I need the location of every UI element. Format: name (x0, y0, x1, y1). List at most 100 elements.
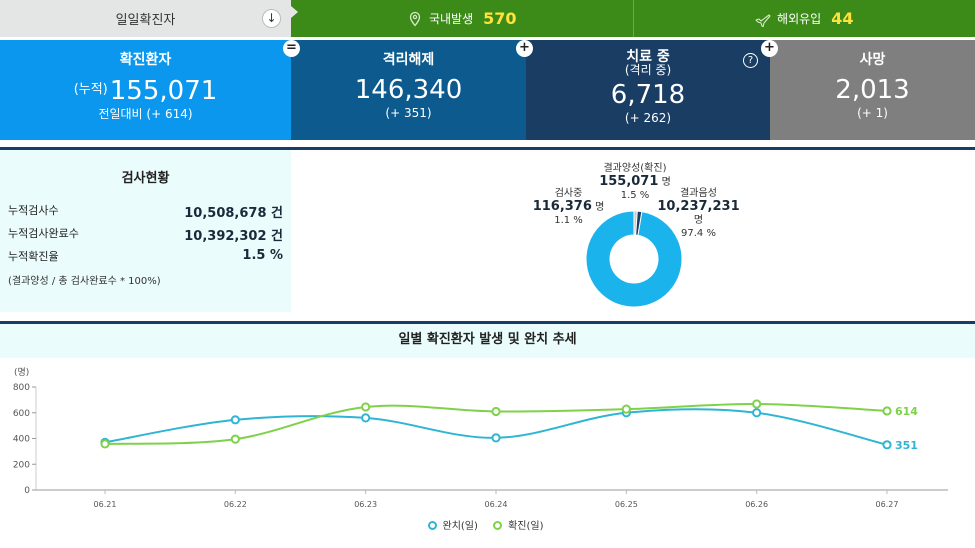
test-row-value: 10,392,302 건 (184, 229, 283, 244)
legend-item-released[interactable]: 완치(일) (427, 521, 482, 532)
testing-label-block: 검사중 116,376 명 1.1 % (531, 187, 606, 227)
treating-box: 치료 중 (격리 중) 6,718 (+ 262) ? (526, 40, 770, 140)
data-point (491, 406, 501, 417)
testing-value: 116,376 (532, 199, 592, 214)
end-data-label: 351 (895, 439, 918, 452)
legend-marker (493, 521, 503, 530)
down-arrow-icon[interactable]: ↓ (262, 9, 281, 28)
negative-label: 결과음성 (680, 188, 717, 199)
y-tick-label: 800 (13, 383, 30, 393)
trend-title: 일별 확진환자 발생 및 완치 추세 (0, 324, 975, 358)
y-tick-label: 0 (24, 486, 30, 496)
equals-icon: = (283, 40, 300, 57)
test-result-donut: 결과양성(확진) 155,071 명 1.5 % 검사중 116,376 명 1… (291, 150, 975, 312)
legend-confirmed-label: 확진(일) (508, 521, 544, 532)
map-pin-icon (409, 11, 421, 26)
donut-slice-negative (585, 210, 683, 308)
deaths-box: 사망 2,013 (+ 1) (770, 40, 975, 140)
x-tick-label: 06.25 (615, 500, 638, 509)
testing-label: 검사중 (554, 188, 583, 199)
y-tick-label: 200 (13, 460, 30, 470)
positive-label: 결과양성(확진) (603, 163, 667, 174)
confirmed-label: 확진환자 (119, 52, 172, 68)
data-point (230, 434, 240, 444)
donut-slice-positive (635, 210, 643, 236)
confirmed-value: 155,071 (109, 76, 218, 106)
y-tick-label: 400 (13, 435, 30, 445)
data-point (882, 440, 892, 450)
test-status-title: 검사현황 (121, 171, 170, 186)
positive-value: 155,071 (599, 174, 659, 189)
end-data-label: 614 (895, 405, 918, 418)
confirmed-prefix: (누적) (73, 82, 108, 97)
legend-item-confirmed[interactable]: 확진(일) (493, 521, 547, 532)
tab-pointer (291, 6, 298, 18)
legend-released-label: 완치(일) (442, 521, 478, 532)
x-tick-label: 06.23 (354, 500, 377, 509)
legend-marker (427, 521, 437, 530)
daily-topbar: 일일확진자 ↓ 국내발생 570 해외유입 44 (0, 0, 975, 37)
daily-cases-tab[interactable]: 일일확진자 ↓ (0, 0, 291, 37)
data-point (491, 433, 501, 443)
data-point (621, 404, 631, 414)
x-tick-label: 06.21 (94, 500, 117, 509)
released-change: (+ 351) (385, 106, 432, 120)
status-summary: 확진환자 (누적)155,071 전일대비 (+ 614) 격리해제 146,3… (0, 40, 975, 140)
test-row: 누적확진율 1.5 % (8, 248, 283, 264)
data-point (752, 399, 762, 409)
airplane-icon (755, 13, 771, 27)
treating-value: 6,718 (610, 80, 686, 110)
released-value: 146,340 (354, 75, 463, 105)
test-row: 누적검사완료수 10,392,302 건 (8, 225, 283, 244)
testing-unit: 명 (595, 202, 605, 213)
x-tick-label: 06.24 (485, 500, 508, 509)
chart-legend: 완치(일) 확진(일) (0, 517, 975, 532)
deaths-change: (+ 1) (857, 106, 888, 120)
data-point (752, 408, 762, 418)
deaths-value: 2,013 (835, 75, 910, 105)
daily-breakdown: 국내발생 570 해외유입 44 (291, 0, 975, 37)
negative-pct: 97.4 % (681, 228, 716, 239)
positive-pct: 1.5 % (620, 190, 650, 201)
imported-cases: 해외유입 44 (632, 0, 975, 37)
positive-rate-note: (결과양성 / 총 검사완료수 * 100%) (8, 276, 161, 287)
data-point (361, 402, 371, 412)
data-point (100, 439, 110, 449)
test-row-label: 누적검사완료수 (8, 227, 79, 240)
plus-icon: + (761, 40, 778, 57)
section-divider (0, 321, 975, 324)
test-row-label: 누적확진율 (8, 250, 59, 263)
help-icon[interactable]: ? (743, 53, 758, 68)
treating-label: 치료 중 (626, 49, 670, 65)
trend-line-chart: (명) 0 200 400 600 800 06.21 06.22 06.23 06.24 06.2… (13, 367, 948, 509)
y-tick-label: 600 (13, 409, 30, 419)
confirmed-box: 확진환자 (누적)155,071 전일대비 (+ 614) (0, 40, 291, 140)
test-row-label: 누적검사수 (8, 204, 59, 217)
testing-pct: 1.1 % (554, 215, 583, 226)
x-tick-label: 06.26 (745, 500, 768, 509)
x-tick-label: 06.27 (876, 500, 899, 509)
test-row: 누적검사수 10,508,678 건 (8, 202, 283, 221)
donut-chart (585, 210, 683, 308)
imported-label: 해외유입 (777, 12, 822, 26)
treating-label-sub: (격리 중) (624, 63, 672, 77)
confirmed-total: (누적)155,071 (0, 74, 291, 107)
positive-unit: 명 (661, 177, 671, 188)
section-divider (0, 147, 975, 150)
domestic-cases: 국내발생 570 (291, 0, 633, 37)
data-point (882, 406, 892, 416)
plus-icon: + (516, 40, 533, 57)
test-status-panel: 검사현황 누적검사수 10,508,678 건 누적검사완료수 10,392,3… (0, 150, 291, 312)
domestic-value: 570 (483, 9, 517, 28)
daily-cases-label: 일일확진자 (115, 13, 176, 28)
negative-label-block: 결과음성 10,237,231 명 97.4 % (656, 187, 741, 240)
data-point (230, 415, 240, 425)
x-tick-label: 06.22 (224, 500, 247, 509)
deaths-label: 사망 (859, 52, 886, 68)
y-axis-unit: (명) (14, 367, 29, 378)
positive-label-block: 결과양성(확진) 155,071 명 1.5 % (590, 162, 680, 202)
confirmed-change: 전일대비 (+ 614) (98, 107, 193, 121)
negative-value: 10,237,231 (657, 199, 740, 214)
released-box: 격리해제 146,340 (+ 351) (291, 40, 526, 140)
